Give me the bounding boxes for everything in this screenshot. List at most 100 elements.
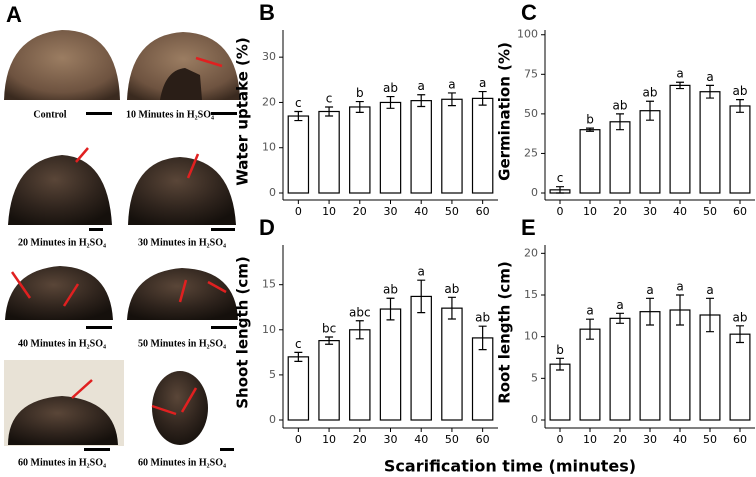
bar [287,356,310,421]
y-tick-label: 10 [262,141,276,154]
error-bar [556,186,564,194]
x-axis-label: Scarification time (minutes) [384,457,636,476]
significance-letter: a [706,283,713,297]
y-axis-label: Germination (%) [496,42,514,181]
significance-letter: ab [733,84,748,98]
bar [699,91,721,194]
error-bar [706,84,714,99]
x-tick-label: 10 [322,433,336,446]
x-tick-label: 30 [643,205,657,218]
seed-photo [8,155,112,225]
bar [549,363,571,421]
y-tick-label: 30 [262,50,276,63]
scale-bar [211,112,237,115]
error-bar [325,336,334,345]
significance-letter: c [557,171,564,185]
error-bar [616,312,624,324]
error-bar [447,92,456,107]
error-bar [417,279,426,314]
significance-letter: ab [383,283,398,297]
x-tick-label: 10 [322,205,336,218]
x-tick-label: 60 [733,433,747,446]
y-tick-label: 5 [269,368,276,381]
photo-caption: Control [33,109,66,120]
bar [379,101,402,194]
bar [410,100,432,194]
x-tick-label: 20 [353,205,367,218]
bar [471,97,494,194]
error-bar [736,325,744,344]
x-tick-label: 40 [673,205,687,218]
error-bar [676,81,684,90]
arrow [62,283,80,307]
significance-letter: ab [613,98,628,112]
significance-letter: ab [475,311,490,325]
error-bar [386,297,395,321]
error-bar [417,94,426,108]
seed-photo [128,157,236,225]
y-tick-label: 25 [524,146,538,159]
x-tick-label: 30 [643,433,657,446]
x-tick-label: 0 [295,433,302,446]
y-tick-label: 100 [517,28,538,41]
y-tick-label: 75 [524,67,538,80]
y-axis-label: Shoot length (cm) [234,256,252,409]
photo-caption: 60 Minutes in H₂SO₄ [138,457,226,468]
significance-letter: ab [643,86,658,100]
bar [287,115,310,194]
scale-bar [211,228,235,231]
error-bar [355,320,364,340]
photo-caption: 40 Minutes in H₂SO₄ [18,338,106,349]
significance-letter: a [418,265,425,279]
significance-letter: b [586,113,594,127]
photo-caption: 30 Minutes in H₂SO₄ [138,237,226,248]
error-bar [646,100,654,121]
panel-label: B [259,0,275,25]
x-tick-label: 40 [414,433,428,446]
error-bar [676,294,684,326]
photos [4,30,240,451]
bar [669,309,691,421]
significance-letter: a [646,283,653,297]
y-tick-label: 20 [524,246,538,259]
y-tick-label: 0 [269,186,276,199]
arrow [180,387,198,413]
bar [639,110,661,194]
bar [441,98,463,194]
significance-letter: b [356,86,364,100]
panel-label: E [521,215,536,240]
error-bar [325,106,334,117]
arrow [195,56,223,68]
bar [318,340,340,421]
error-bar [447,296,456,320]
significance-letter: a [586,304,593,318]
x-tick-label: 60 [476,205,490,218]
scale-bar [86,112,112,115]
bar [318,110,340,194]
error-bar [586,318,594,340]
bar [349,106,371,194]
significance-letter: bc [322,322,336,336]
y-tick-label: 50 [524,107,538,120]
significance-letter: c [295,96,302,110]
bar [639,311,661,421]
error-bar [706,297,714,333]
arrow [151,404,177,416]
error-bar [736,99,744,113]
significance-letter: a [418,79,425,93]
seed-photo [127,32,240,100]
y-tick-label: 15 [524,288,538,301]
bar [669,84,691,194]
bar [349,329,371,421]
scale-bar [89,228,103,231]
significance-letter: a [706,70,713,84]
x-tick-label: 20 [613,205,627,218]
error-bar [386,95,395,109]
bar [579,129,601,194]
x-tick-label: 0 [557,205,564,218]
panel-label: C [521,0,537,25]
y-axis-label: Root length (cm) [496,261,514,404]
error-bar [294,351,303,362]
x-tick-label: 30 [384,205,398,218]
significance-letter: ab [444,282,459,296]
